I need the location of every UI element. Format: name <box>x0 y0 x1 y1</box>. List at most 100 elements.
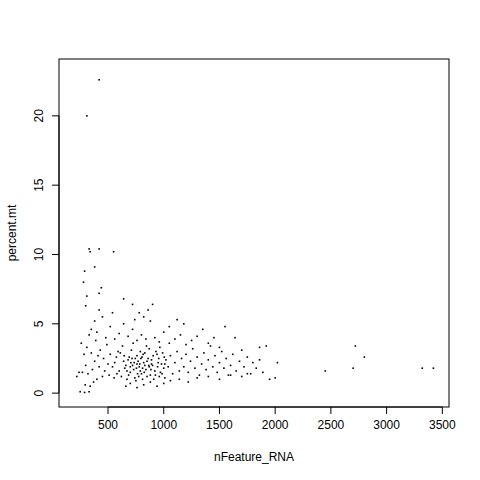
point <box>241 376 243 378</box>
point <box>78 372 80 374</box>
x-tick <box>330 407 331 414</box>
chart: 50010001500200025003000350005101520nFeat… <box>0 0 480 480</box>
x-tick-label: 3000 <box>373 418 400 432</box>
point <box>183 323 185 325</box>
point <box>86 295 88 297</box>
point <box>140 358 142 360</box>
point <box>136 363 138 365</box>
point <box>86 115 88 117</box>
point <box>148 365 150 367</box>
point <box>127 359 129 361</box>
point <box>196 356 198 358</box>
point <box>105 337 107 339</box>
point <box>183 366 185 368</box>
point <box>130 372 132 374</box>
point <box>116 356 118 358</box>
point <box>83 281 85 283</box>
point <box>117 351 119 353</box>
point <box>224 326 226 328</box>
point <box>159 347 161 349</box>
y-tick-label: 5 <box>32 320 46 327</box>
point <box>201 363 203 365</box>
point <box>216 372 218 374</box>
point <box>136 367 138 369</box>
point <box>255 367 257 369</box>
point <box>128 374 130 376</box>
point <box>163 367 165 369</box>
point <box>114 338 116 340</box>
point <box>143 372 145 374</box>
point <box>228 374 230 376</box>
point <box>139 363 141 365</box>
x-tick-label: 2000 <box>262 418 289 432</box>
point <box>155 351 157 353</box>
point <box>252 362 254 364</box>
point <box>85 365 87 367</box>
point <box>196 335 198 337</box>
point <box>185 354 187 356</box>
point <box>95 340 97 342</box>
point <box>352 367 354 369</box>
x-tick <box>386 407 387 414</box>
y-tick <box>52 254 59 255</box>
point <box>137 360 139 362</box>
background <box>0 0 480 480</box>
x-tick <box>442 407 443 414</box>
point <box>164 356 166 358</box>
point <box>84 384 86 386</box>
point <box>140 351 142 353</box>
point <box>174 362 176 364</box>
point <box>146 345 148 347</box>
point <box>76 376 78 378</box>
point <box>194 367 196 369</box>
point <box>247 356 249 358</box>
point <box>205 369 207 371</box>
point <box>179 378 181 380</box>
point <box>143 362 145 364</box>
point <box>230 365 232 367</box>
point <box>108 374 110 376</box>
point <box>89 251 91 253</box>
point <box>148 348 150 350</box>
point <box>132 342 134 344</box>
point <box>116 373 118 375</box>
point <box>134 377 136 379</box>
point <box>102 316 104 318</box>
point <box>203 352 205 354</box>
point <box>112 312 114 314</box>
point <box>163 331 165 333</box>
point <box>364 356 366 358</box>
point <box>98 79 100 81</box>
point <box>152 304 154 306</box>
points <box>76 79 434 393</box>
point <box>156 354 158 356</box>
point <box>93 381 95 383</box>
point <box>113 251 115 253</box>
point <box>269 378 271 380</box>
point <box>87 373 89 375</box>
point <box>162 352 164 354</box>
point <box>235 370 237 372</box>
point <box>99 349 101 351</box>
point <box>135 380 137 382</box>
point <box>154 370 156 372</box>
point <box>88 391 90 393</box>
point <box>126 370 128 372</box>
point <box>132 329 134 331</box>
point <box>128 356 130 358</box>
plot-frame <box>59 59 449 407</box>
point <box>161 363 163 365</box>
point <box>241 349 243 351</box>
point <box>213 337 215 339</box>
point <box>142 354 144 356</box>
point <box>131 349 133 351</box>
point <box>259 359 261 361</box>
point <box>421 367 423 369</box>
point <box>84 270 86 272</box>
point <box>141 334 143 336</box>
point <box>355 345 357 347</box>
point <box>154 337 156 339</box>
point <box>150 369 152 371</box>
point <box>157 366 159 368</box>
point <box>143 316 145 318</box>
